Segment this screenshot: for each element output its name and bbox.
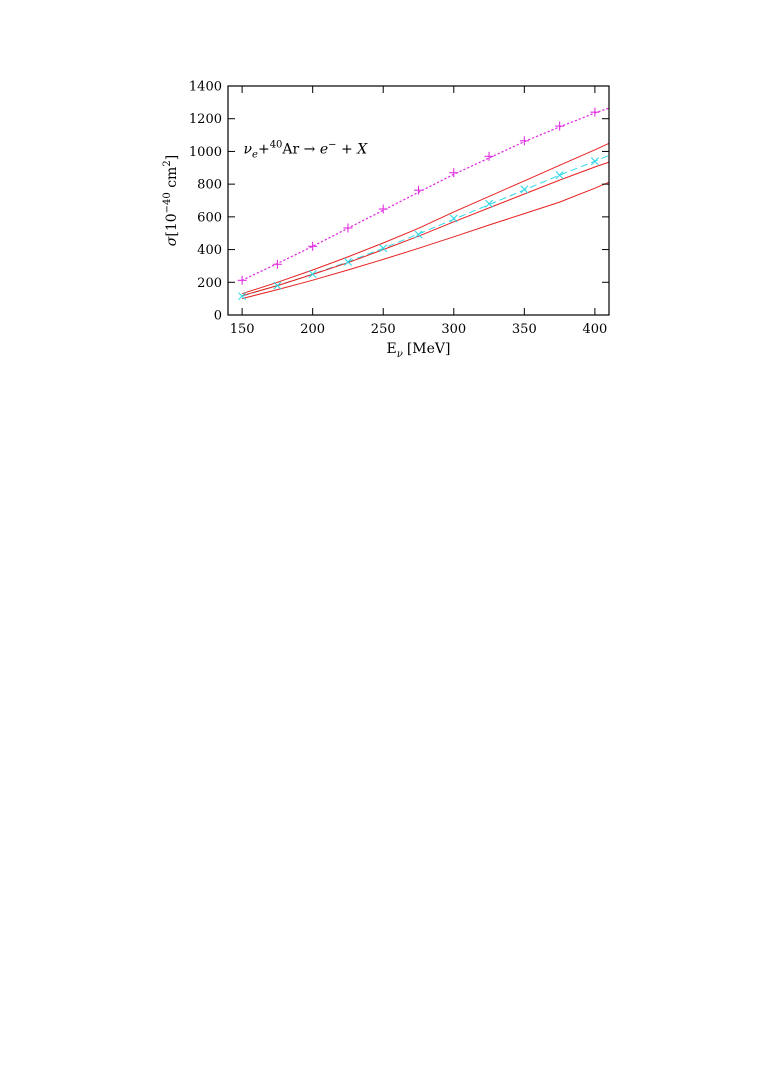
x-axis-ticks: 150 200 250 300 350 400 <box>230 86 607 337</box>
data-point-plus <box>237 275 247 285</box>
data-point-plus <box>449 168 459 178</box>
x-tick-label: 300 <box>441 322 466 337</box>
data-point-plus <box>343 223 353 233</box>
y-tick-label: 1000 <box>189 145 222 160</box>
data-point-x <box>414 230 423 239</box>
series-line-5 <box>241 181 610 300</box>
y-axis-title: σ[10−40 cm2] <box>162 155 180 246</box>
data-point-x <box>555 171 564 180</box>
data-point-plus <box>484 151 494 161</box>
series-line-1 <box>241 107 610 281</box>
data-point-plus <box>414 185 423 195</box>
plot-lines <box>241 107 610 300</box>
data-point-plus <box>555 121 565 131</box>
x-tick-label: 400 <box>582 322 607 337</box>
data-point-x <box>485 199 494 208</box>
reaction-annotation: νe+40Ar → e− + X <box>244 140 369 161</box>
data-point-x <box>343 257 352 266</box>
data-point-plus <box>590 107 600 117</box>
data-point-plus <box>272 259 282 269</box>
x-tick-label: 150 <box>230 322 255 337</box>
plot-markers <box>237 107 600 301</box>
x-axis-title: Eν [MeV] <box>387 341 451 360</box>
data-point-x <box>308 270 317 279</box>
y-tick-label: 1200 <box>189 112 222 127</box>
data-point-x <box>590 157 599 166</box>
data-point-x <box>238 292 247 301</box>
x-tick-label: 250 <box>371 322 396 337</box>
x-tick-label: 200 <box>300 322 325 337</box>
y-tick-label: 200 <box>197 276 222 291</box>
y-tick-label: 600 <box>197 210 222 225</box>
data-point-plus <box>378 204 388 214</box>
data-point-plus <box>308 241 318 251</box>
data-point-plus <box>519 136 529 146</box>
x-tick-label: 350 <box>512 322 537 337</box>
series-line-3 <box>241 142 610 295</box>
data-point-x <box>273 281 282 290</box>
y-tick-label: 800 <box>197 178 222 193</box>
data-point-x <box>449 214 458 223</box>
plot-frame <box>227 85 610 316</box>
series-line-4 <box>241 161 610 297</box>
data-point-x <box>379 244 388 253</box>
data-point-x <box>520 185 529 194</box>
y-tick-label: 0 <box>214 309 222 324</box>
y-tick-label: 400 <box>197 243 222 258</box>
y-tick-label: 1400 <box>189 80 222 95</box>
y-axis-ticks: 0 200 400 600 800 1000 1200 1400 <box>189 80 609 324</box>
